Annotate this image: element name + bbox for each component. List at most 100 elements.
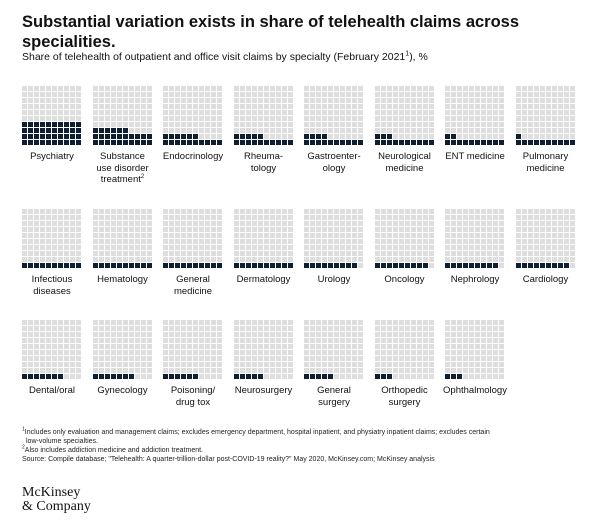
waffle-cell-empty <box>352 221 357 226</box>
waffle-cell-filled <box>533 140 539 145</box>
waffle-cell-empty <box>251 245 257 250</box>
waffle-cell-empty <box>322 221 327 226</box>
waffle-cell-empty <box>64 98 69 103</box>
waffle-grid <box>163 209 222 268</box>
waffle-cell-filled <box>199 263 204 268</box>
waffle-cell-empty <box>128 368 134 373</box>
waffle-cell-empty <box>386 215 392 220</box>
waffle-cell-empty <box>563 227 569 232</box>
waffle-cell-empty <box>527 122 533 127</box>
waffle-cell-empty <box>34 104 39 109</box>
waffle-cell-empty <box>46 320 51 325</box>
waffle-cell-filled <box>76 128 81 133</box>
waffle-cell-empty <box>233 251 239 256</box>
waffle-cell-empty <box>340 86 345 91</box>
waffle-cell-empty <box>122 209 128 214</box>
waffle-cell-empty <box>428 374 434 379</box>
waffle-cell-filled <box>169 263 174 268</box>
waffle-cell-empty <box>233 245 239 250</box>
waffle-cell-empty <box>146 233 152 238</box>
waffle-cell-empty <box>205 110 210 115</box>
waffle-cell-empty <box>98 326 104 331</box>
waffle-cell-empty <box>287 110 293 115</box>
waffle-cell-empty <box>211 122 216 127</box>
waffle-cell-empty <box>422 98 428 103</box>
waffle-cell-empty <box>334 320 339 325</box>
waffle-cell-empty <box>322 92 327 97</box>
waffle-cell-empty <box>515 116 521 121</box>
waffle-cell-filled <box>40 122 45 127</box>
waffle-cell-empty <box>557 239 563 244</box>
waffle-cell-empty <box>398 122 404 127</box>
waffle-cell-empty <box>463 209 468 214</box>
waffle-cell-empty <box>499 227 504 232</box>
waffle-cell-empty <box>487 221 492 226</box>
waffle-cell-empty <box>104 86 110 91</box>
waffle-cell-empty <box>358 215 363 220</box>
waffle-cell-empty <box>193 320 198 325</box>
waffle-cell-empty <box>451 239 456 244</box>
waffle-cell-empty <box>128 209 134 214</box>
waffle-cell-empty <box>386 86 392 91</box>
waffle-cell-empty <box>169 239 174 244</box>
waffle-cell-empty <box>76 233 81 238</box>
waffle-cell-empty <box>481 86 486 91</box>
waffle-cell-empty <box>251 350 257 355</box>
waffle-cell-empty <box>316 350 321 355</box>
waffle-cell-empty <box>140 374 146 379</box>
waffle-cell-empty <box>22 221 27 226</box>
waffle-cell-empty <box>187 344 192 349</box>
waffle-cell-empty <box>64 338 69 343</box>
waffle-cell-empty <box>328 338 333 343</box>
waffle-cell-empty <box>122 332 128 337</box>
waffle-cell-empty <box>340 104 345 109</box>
waffle-cell-empty <box>533 92 539 97</box>
waffle-cell-filled <box>122 140 128 145</box>
waffle-cell-empty <box>545 227 551 232</box>
waffle-cell-empty <box>563 257 569 262</box>
waffle-cell-empty <box>128 128 134 133</box>
waffle-cell-empty <box>122 110 128 115</box>
waffle-cell-empty <box>169 233 174 238</box>
waffle-general-medicine: General medicine <box>163 209 227 297</box>
waffle-cell-empty <box>269 350 275 355</box>
waffle-cell-empty <box>104 326 110 331</box>
waffle-cell-filled <box>398 140 404 145</box>
waffle-cell-empty <box>175 86 180 91</box>
waffle-cell-filled <box>169 374 174 379</box>
waffle-cell-empty <box>70 332 75 337</box>
waffle-cell-empty <box>563 221 569 226</box>
waffle-cell-empty <box>98 233 104 238</box>
waffle-cell-empty <box>398 245 404 250</box>
waffle-cell-empty <box>445 98 450 103</box>
waffle-cell-empty <box>551 245 557 250</box>
waffle-cell-empty <box>487 209 492 214</box>
waffle-cell-empty <box>187 350 192 355</box>
waffle-cell-filled <box>116 134 122 139</box>
waffle-cell-empty <box>398 356 404 361</box>
waffle-cell-filled <box>104 140 110 145</box>
waffle-cell-empty <box>328 362 333 367</box>
waffle-cell-empty <box>398 104 404 109</box>
waffle-cell-filled <box>475 263 480 268</box>
waffle-cell-empty <box>122 368 128 373</box>
waffle-cell-empty <box>281 245 287 250</box>
waffle-cell-empty <box>563 122 569 127</box>
waffle-cell-empty <box>169 350 174 355</box>
waffle-cell-empty <box>457 128 462 133</box>
waffle-cell-empty <box>557 233 563 238</box>
waffle-cell-empty <box>304 98 309 103</box>
waffle-cell-empty <box>233 122 239 127</box>
waffle-cell-empty <box>499 104 504 109</box>
waffle-cell-empty <box>316 368 321 373</box>
waffle-cell-empty <box>392 326 398 331</box>
waffle-cell-empty <box>187 368 192 373</box>
waffle-cell-empty <box>386 368 392 373</box>
waffle-cell-empty <box>527 239 533 244</box>
waffle-cell-empty <box>269 221 275 226</box>
waffle-cell-filled <box>193 263 198 268</box>
waffle-cell-empty <box>533 221 539 226</box>
waffle-cell-empty <box>392 344 398 349</box>
waffle-cell-empty <box>52 251 57 256</box>
waffle-cell-empty <box>263 134 269 139</box>
